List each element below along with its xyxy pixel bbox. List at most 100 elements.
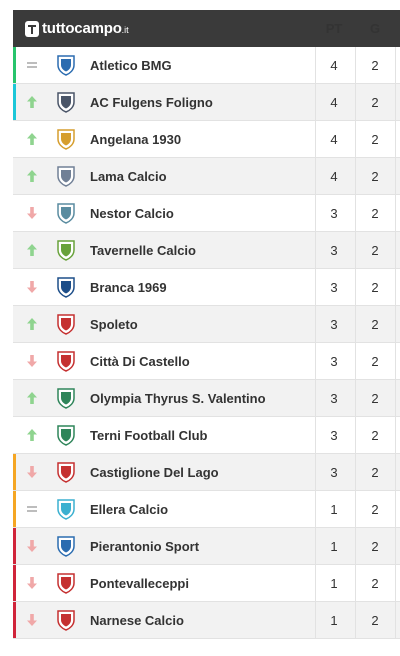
crest-icon: [57, 610, 75, 631]
column-divider: [315, 343, 316, 379]
column-header-points[interactable]: PT: [325, 21, 343, 36]
trend-up-icon: [27, 170, 37, 182]
column-divider: [395, 491, 396, 527]
trend-same-icon: [27, 506, 37, 512]
column-divider: [395, 417, 396, 453]
crest-icon: [57, 462, 75, 483]
points-value: 1: [330, 613, 338, 628]
team-name[interactable]: Terni Football Club: [90, 428, 208, 443]
points-value: 3: [330, 391, 338, 406]
table-row[interactable]: Angelana 1930 4 2: [13, 121, 400, 158]
column-divider: [315, 380, 316, 416]
column-divider: [355, 158, 356, 194]
zone-indicator: [13, 565, 16, 601]
points-value: 3: [330, 243, 338, 258]
team-name[interactable]: Città Di Castello: [90, 354, 190, 369]
table-row[interactable]: Branca 1969 3 2: [13, 269, 400, 306]
table-row[interactable]: Nestor Calcio 3 2: [13, 195, 400, 232]
team-name[interactable]: Narnese Calcio: [90, 613, 184, 628]
team-name[interactable]: Tavernelle Calcio: [90, 243, 196, 258]
tuttocampo-logo-icon: [25, 20, 39, 37]
games-value: 2: [371, 465, 379, 480]
tuttocampo-logo[interactable]: tuttocampo .it: [25, 20, 129, 37]
team-name[interactable]: Pierantonio Sport: [90, 539, 200, 554]
trend-up-icon: [27, 429, 37, 441]
trend-down-icon: [27, 207, 37, 219]
trend-up-icon: [27, 133, 37, 145]
crest-icon: [57, 499, 75, 520]
column-divider: [315, 454, 316, 490]
points-value: 3: [330, 354, 338, 369]
team-name[interactable]: Spoleto: [90, 317, 138, 332]
trend-up-icon: [27, 244, 37, 256]
team-name[interactable]: Olympia Thyrus S. Valentino: [90, 391, 266, 406]
trend-down-icon: [27, 577, 37, 589]
crest-icon: [57, 129, 75, 150]
table-row[interactable]: Atletico BMG 4 2: [13, 47, 400, 84]
column-divider: [395, 602, 396, 638]
zone-indicator: [13, 454, 16, 490]
games-value: 2: [371, 95, 379, 110]
column-divider: [355, 528, 356, 564]
table-row[interactable]: AC Fulgens Foligno 4 2: [13, 84, 400, 121]
team-name[interactable]: Castiglione Del Lago: [90, 465, 219, 480]
table-row[interactable]: Tavernelle Calcio 3 2: [13, 232, 400, 269]
team-name[interactable]: Angelana 1930: [90, 132, 182, 147]
logo-text: tuttocampo: [42, 20, 122, 37]
zone-indicator: [13, 84, 16, 120]
table-row[interactable]: Narnese Calcio 1 2: [13, 602, 400, 639]
table-row[interactable]: Pierantonio Sport 1 2: [13, 528, 400, 565]
table-row[interactable]: Città Di Castello 3 2: [13, 343, 400, 380]
games-value: 2: [371, 576, 379, 591]
table-row[interactable]: Olympia Thyrus S. Valentino 3 2: [13, 380, 400, 417]
column-divider: [395, 343, 396, 379]
team-name[interactable]: Branca 1969: [90, 280, 167, 295]
crest-icon: [57, 573, 75, 594]
column-divider: [315, 306, 316, 342]
table-row[interactable]: Lama Calcio 4 2: [13, 158, 400, 195]
points-value: 1: [330, 576, 338, 591]
logo-tld: .it: [121, 25, 129, 35]
team-name[interactable]: Atletico BMG: [90, 58, 172, 73]
team-name[interactable]: AC Fulgens Foligno: [90, 95, 213, 110]
games-value: 2: [371, 280, 379, 295]
column-divider: [395, 306, 396, 342]
zone-indicator: [13, 491, 16, 527]
table-row[interactable]: Ellera Calcio 1 2: [13, 491, 400, 528]
column-divider: [355, 269, 356, 305]
crest-icon: [57, 92, 75, 113]
table-body: Atletico BMG 4 2 AC Fulgens Foligno 4 2 Angela…: [13, 47, 400, 639]
column-divider: [315, 121, 316, 157]
zone-indicator: [13, 47, 16, 83]
standings-table: tuttocampo .it PT G Atletico BMG 4 2 AC Ful…: [13, 10, 400, 639]
column-header-games[interactable]: G: [369, 21, 381, 36]
crest-icon: [57, 388, 75, 409]
column-divider: [395, 121, 396, 157]
column-divider: [355, 380, 356, 416]
column-divider: [315, 417, 316, 453]
trend-down-icon: [27, 614, 37, 626]
crest-icon: [57, 425, 75, 446]
table-row[interactable]: Spoleto 3 2: [13, 306, 400, 343]
table-row[interactable]: Castiglione Del Lago 3 2: [13, 454, 400, 491]
table-row[interactable]: Terni Football Club 3 2: [13, 417, 400, 454]
points-value: 3: [330, 317, 338, 332]
column-divider: [355, 232, 356, 268]
team-name[interactable]: Pontevalleceppi: [90, 576, 189, 591]
games-value: 2: [371, 428, 379, 443]
column-divider: [315, 269, 316, 305]
team-name[interactable]: Lama Calcio: [90, 169, 167, 184]
column-divider: [355, 565, 356, 601]
team-name[interactable]: Nestor Calcio: [90, 206, 174, 221]
points-value: 4: [330, 169, 338, 184]
table-row[interactable]: Pontevalleceppi 1 2: [13, 565, 400, 602]
trend-up-icon: [27, 392, 37, 404]
column-divider: [315, 84, 316, 120]
team-name[interactable]: Ellera Calcio: [90, 502, 169, 517]
column-divider: [395, 565, 396, 601]
points-value: 3: [330, 280, 338, 295]
column-divider: [395, 232, 396, 268]
column-divider: [395, 84, 396, 120]
games-value: 2: [371, 317, 379, 332]
table-header: tuttocampo .it PT G: [13, 10, 400, 47]
